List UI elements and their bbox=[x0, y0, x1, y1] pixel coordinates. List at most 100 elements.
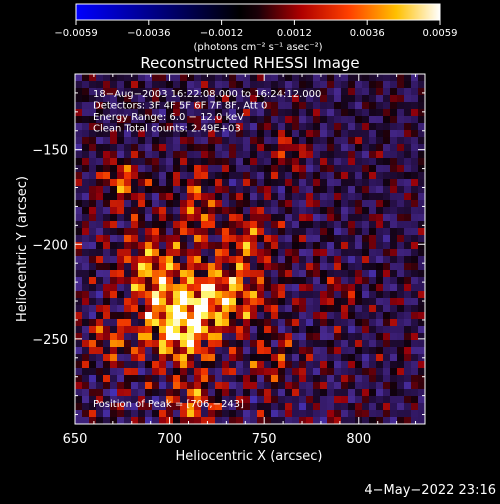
heatmap-cell bbox=[89, 151, 97, 159]
heatmap-cell bbox=[383, 417, 391, 424]
heatmap-cell bbox=[355, 291, 363, 299]
heatmap-cell bbox=[89, 312, 97, 320]
heatmap-cell bbox=[236, 130, 244, 138]
heatmap-cell bbox=[397, 410, 405, 418]
heatmap-cell bbox=[103, 123, 111, 131]
heatmap-cell bbox=[334, 158, 342, 166]
heatmap-cell bbox=[159, 361, 167, 369]
heatmap-cell bbox=[341, 291, 349, 299]
heatmap-cell bbox=[194, 165, 202, 173]
heatmap-cell bbox=[173, 179, 181, 187]
heatmap-cell bbox=[236, 249, 244, 257]
heatmap-cell bbox=[138, 88, 146, 96]
heatmap-cell bbox=[257, 172, 265, 180]
heatmap-cell bbox=[152, 109, 160, 117]
info-line: Energy Range: 6.0 − 12.0 keV bbox=[93, 112, 244, 123]
heatmap-cell bbox=[341, 179, 349, 187]
heatmap-cell bbox=[75, 81, 83, 89]
heatmap-cell bbox=[299, 368, 307, 376]
heatmap-cell bbox=[292, 165, 300, 173]
heatmap-cell bbox=[411, 375, 419, 383]
heatmap-cell bbox=[278, 305, 286, 313]
heatmap-cell bbox=[152, 361, 160, 369]
heatmap-cell bbox=[194, 221, 202, 229]
heatmap-cell bbox=[180, 347, 188, 355]
heatmap-cell bbox=[271, 172, 279, 180]
heatmap-cell bbox=[166, 88, 174, 96]
heatmap-cell bbox=[89, 305, 97, 313]
heatmap-cell bbox=[159, 417, 167, 424]
heatmap-cell bbox=[334, 382, 342, 390]
heatmap-cell bbox=[229, 74, 237, 82]
heatmap-cell bbox=[264, 123, 272, 131]
heatmap-cell bbox=[236, 186, 244, 194]
heatmap-cell bbox=[201, 151, 209, 159]
heatmap-cell bbox=[180, 270, 188, 278]
heatmap-cell bbox=[229, 326, 237, 334]
heatmap-cell bbox=[201, 214, 209, 222]
heatmap-cell bbox=[215, 144, 223, 152]
heatmap-cell bbox=[376, 151, 384, 159]
heatmap-cell bbox=[173, 319, 181, 327]
heatmap-cell bbox=[75, 102, 83, 110]
heatmap-cell bbox=[89, 116, 97, 124]
heatmap-cell bbox=[334, 249, 342, 257]
heatmap-cell bbox=[236, 102, 244, 110]
heatmap-cell bbox=[313, 291, 321, 299]
heatmap-cell bbox=[383, 249, 391, 257]
heatmap-cell bbox=[96, 382, 104, 390]
heatmap-cell bbox=[110, 410, 118, 418]
heatmap-cell bbox=[411, 284, 419, 292]
heatmap-cell bbox=[145, 389, 153, 397]
heatmap-cell bbox=[278, 389, 286, 397]
heatmap-cell bbox=[299, 186, 307, 194]
heatmap-cell bbox=[285, 312, 293, 320]
heatmap-cell bbox=[180, 214, 188, 222]
heatmap-cell bbox=[124, 172, 132, 180]
heatmap-cell bbox=[327, 298, 335, 306]
heatmap-cell bbox=[75, 207, 83, 215]
heatmap-cell bbox=[173, 291, 181, 299]
heatmap-cell bbox=[376, 88, 384, 96]
heatmap-cell bbox=[243, 284, 251, 292]
heatmap-cell bbox=[397, 228, 405, 236]
heatmap-cell bbox=[334, 284, 342, 292]
heatmap-cell bbox=[187, 151, 195, 159]
x-tick-label: 650 bbox=[63, 432, 88, 447]
heatmap-cell bbox=[257, 277, 265, 285]
heatmap-cell bbox=[411, 326, 419, 334]
heatmap-cell bbox=[278, 249, 286, 257]
heatmap-cell bbox=[404, 263, 412, 271]
heatmap-cell bbox=[250, 165, 258, 173]
heatmap-cell bbox=[285, 382, 293, 390]
heatmap-cell bbox=[299, 81, 307, 89]
heatmap-cell bbox=[166, 396, 174, 404]
heatmap-cell bbox=[243, 417, 251, 424]
heatmap-cell bbox=[138, 179, 146, 187]
heatmap-cell bbox=[222, 221, 230, 229]
heatmap-cell bbox=[292, 109, 300, 117]
heatmap-cell bbox=[222, 179, 230, 187]
heatmap-cell bbox=[292, 375, 300, 383]
heatmap-cell bbox=[355, 277, 363, 285]
heatmap-cell bbox=[278, 354, 286, 362]
heatmap-cell bbox=[229, 214, 237, 222]
heatmap-cell bbox=[257, 137, 265, 145]
heatmap-cell bbox=[89, 81, 97, 89]
heatmap-cell bbox=[152, 375, 160, 383]
heatmap-cell bbox=[222, 186, 230, 194]
heatmap-cell bbox=[96, 81, 104, 89]
heatmap-cell bbox=[327, 375, 335, 383]
heatmap-cell bbox=[383, 382, 391, 390]
heatmap-cell bbox=[292, 214, 300, 222]
heatmap-cell bbox=[299, 235, 307, 243]
heatmap-cell bbox=[166, 137, 174, 145]
heatmap-cell bbox=[369, 396, 377, 404]
heatmap-cell bbox=[418, 396, 425, 404]
heatmap-cell bbox=[313, 277, 321, 285]
heatmap-cell bbox=[222, 270, 230, 278]
heatmap-cell bbox=[82, 137, 90, 145]
heatmap-cell bbox=[264, 263, 272, 271]
heatmap-cell bbox=[117, 403, 125, 411]
